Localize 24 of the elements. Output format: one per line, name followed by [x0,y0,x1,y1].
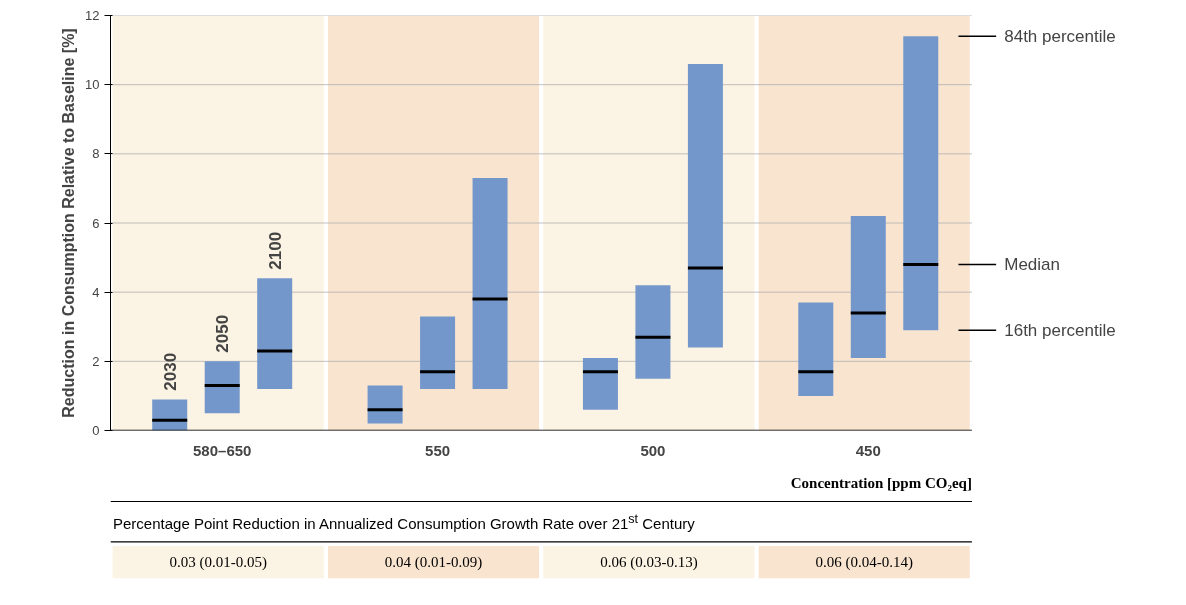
y-tick-label: 0 [92,423,100,438]
x-axis-title: Concentration [ppm CO₂eq] [790,475,972,492]
text: Median [1004,255,1060,274]
text: 84th percentile [1004,26,1116,46]
text: 0.06 (0.03-0.13) [600,554,698,572]
y-tick-label: 10 [85,77,100,93]
text: 2100 [265,231,285,270]
y-tick-label: 6 [92,215,100,231]
y-tick-label: 2 [92,353,100,369]
x-tick-label: 550 [425,441,451,459]
y-tick-label: 8 [92,146,100,162]
text: Percentage Point Reduction in Annualized Consumption Growth Rate over 21$^{st}$ Century [112,511,696,534]
y-tick-label: 12 [85,8,100,23]
text: 2030 [160,352,180,391]
text: 0.06 (0.04-0.14) [815,554,913,572]
y-tick-label: 4 [92,284,100,300]
x-tick-label: 580–650 [193,441,252,459]
text: 0.03 (0.01-0.05) [169,554,267,572]
text: 0.04 (0.01-0.09) [384,554,483,572]
x-tick-label: 500 [640,441,666,459]
x-tick-label: 450 [855,441,881,459]
y-axis-title: Reduction in Consumption Relative to Baseline [%] [60,28,78,418]
text: 16th percentile [1004,320,1116,340]
text: 2050 [213,314,233,353]
